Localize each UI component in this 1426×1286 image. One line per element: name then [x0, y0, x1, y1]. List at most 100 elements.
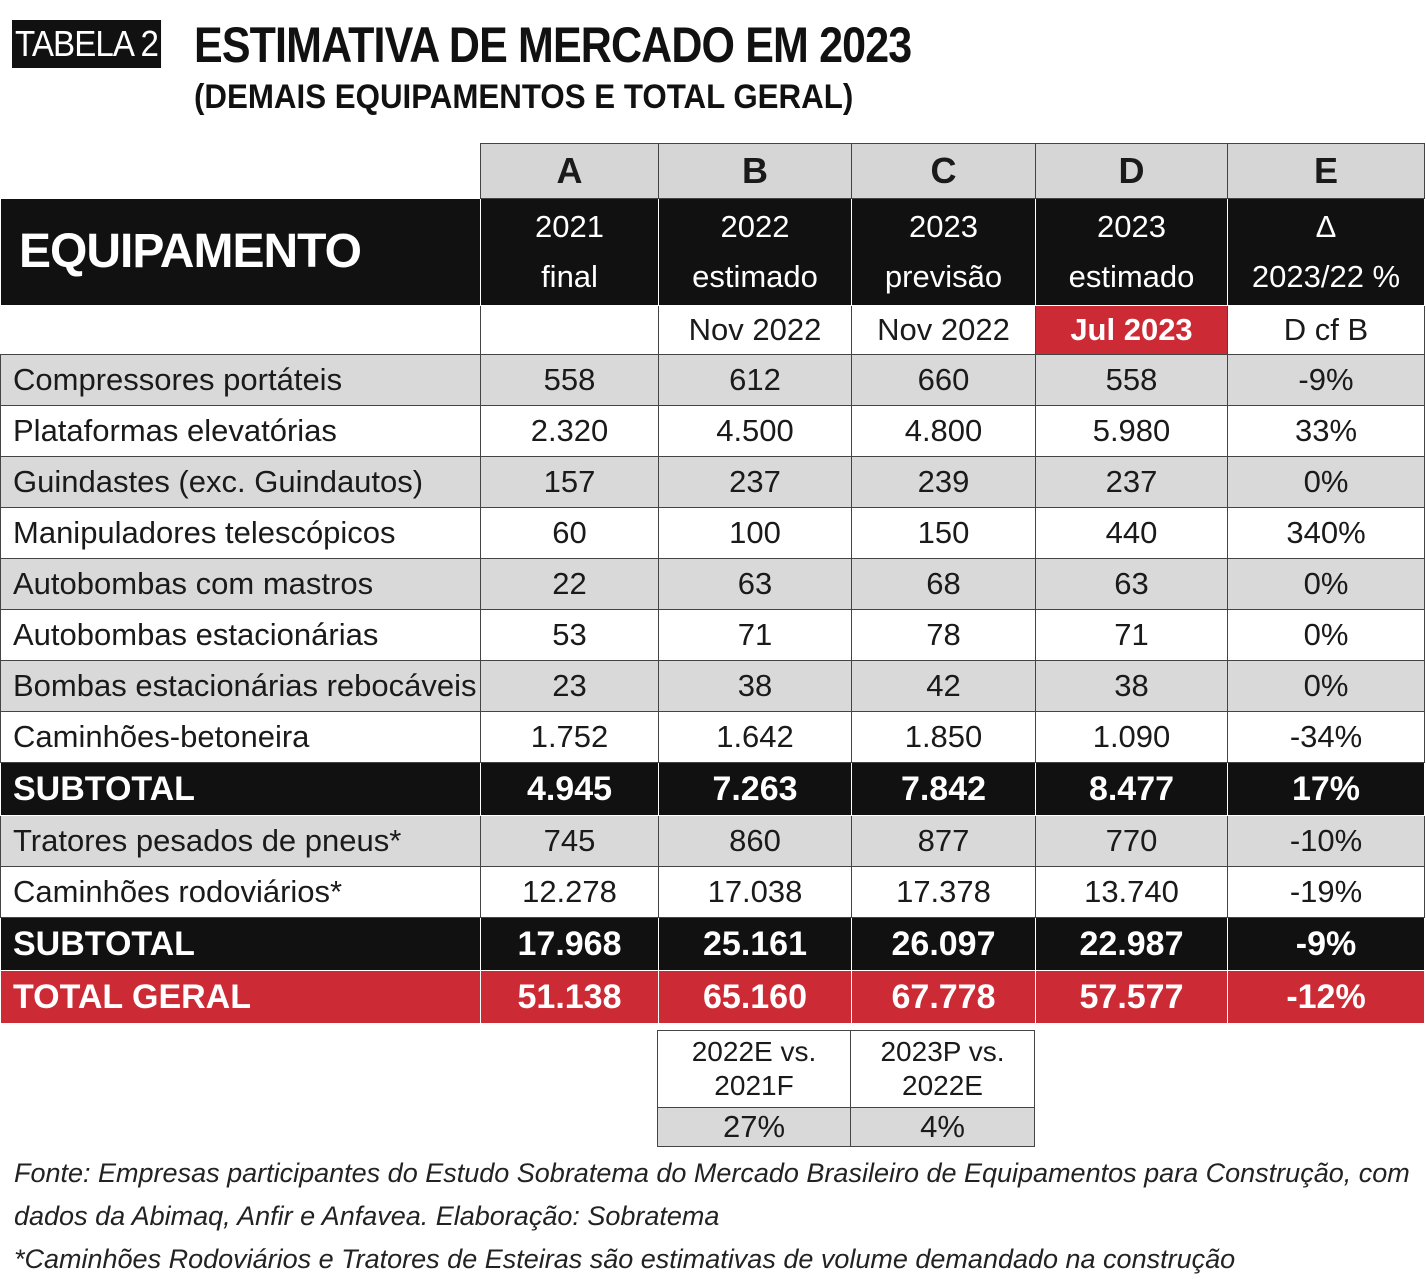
cell: 60	[480, 507, 659, 559]
header-year: Δ	[1315, 209, 1337, 244]
cell: 17.038	[658, 866, 852, 918]
cell: 877	[851, 815, 1036, 867]
comparison-label-line: 2022E vs.	[691, 1036, 817, 1067]
cell: 23	[480, 660, 659, 712]
cell: 239	[851, 456, 1036, 508]
cell: 2.320	[480, 405, 659, 457]
cell: -9%	[1227, 354, 1425, 406]
blank-cell	[0, 143, 481, 199]
table-row: Manipuladores telescópicos 60 100 150 44…	[0, 507, 1425, 559]
cell: 63	[1035, 558, 1228, 610]
growth-comparison-table: 2022E vs. 2021F 2023P vs. 2022E 27% 4%	[657, 1030, 1035, 1147]
cell: -19%	[1227, 866, 1425, 918]
column-header: Δ 2023/22 %	[1227, 198, 1425, 306]
cell: 770	[1035, 815, 1228, 867]
cell: 1.850	[851, 711, 1036, 763]
cell: 53	[480, 609, 659, 661]
cell: 1.090	[1035, 711, 1228, 763]
total-row: TOTAL GERAL 51.138 65.160 67.778 57.577 …	[0, 970, 1425, 1024]
cell: 745	[480, 815, 659, 867]
comparison-value: 4%	[850, 1107, 1035, 1147]
cell: -12%	[1227, 970, 1425, 1024]
cell: 65.160	[658, 970, 852, 1024]
reference-cell: D cf B	[1227, 305, 1425, 355]
row-label: Caminhões rodoviários*	[0, 866, 481, 918]
cell: 67.778	[851, 970, 1036, 1024]
row-label: Caminhões-betoneira	[0, 711, 481, 763]
cell: 7.263	[658, 762, 852, 816]
cell: -10%	[1227, 815, 1425, 867]
comparison-value: 27%	[657, 1107, 851, 1147]
comparison-label-line: 2022E	[902, 1070, 983, 1101]
cell: 0%	[1227, 660, 1425, 712]
header-kind: estimado	[692, 259, 818, 294]
cell: 38	[1035, 660, 1228, 712]
cell: 12.278	[480, 866, 659, 918]
table-title: ESTIMATIVA DE MERCADO EM 2023	[194, 17, 912, 73]
row-label: Autobombas com mastros	[0, 558, 481, 610]
cell: 22.987	[1035, 917, 1228, 971]
cell: 38	[658, 660, 852, 712]
column-header: 2021 final	[480, 198, 659, 306]
cell: 51.138	[480, 970, 659, 1024]
cell: 71	[658, 609, 852, 661]
row-label: Manipuladores telescópicos	[0, 507, 481, 559]
header-year: 2022	[720, 209, 790, 244]
reference-row: Nov 2022 Nov 2022 Jul 2023 D cf B	[0, 305, 1425, 355]
equipment-header: EQUIPAMENTO	[0, 198, 481, 306]
cell: 0%	[1227, 609, 1425, 661]
cell: 150	[851, 507, 1036, 559]
blank-cell	[0, 305, 481, 355]
header-kind: previsão	[884, 259, 1003, 294]
row-label: Guindastes (exc. Guindautos)	[0, 456, 481, 508]
cell: 17.378	[851, 866, 1036, 918]
cell: 558	[480, 354, 659, 406]
cell: 7.842	[851, 762, 1036, 816]
cell: 25.161	[658, 917, 852, 971]
cell: 78	[851, 609, 1036, 661]
cell: 22	[480, 558, 659, 610]
cell: 13.740	[1035, 866, 1228, 918]
cell: 237	[658, 456, 852, 508]
table-row: Compressores portáteis 558 612 660 558 -…	[0, 354, 1425, 406]
cell: 0%	[1227, 558, 1425, 610]
table-row: Tratores pesados de pneus* 745 860 877 7…	[0, 815, 1425, 867]
cell: 8.477	[1035, 762, 1228, 816]
row-label: Autobombas estacionárias	[0, 609, 481, 661]
table-row: Caminhões rodoviários* 12.278 17.038 17.…	[0, 866, 1425, 918]
reference-cell-highlight: Jul 2023	[1035, 305, 1228, 355]
cell: -9%	[1227, 917, 1425, 971]
cell: 1.642	[658, 711, 852, 763]
header-year: 2023	[1097, 209, 1166, 244]
header-year: 2023	[909, 209, 978, 244]
header-kind: final	[541, 259, 598, 294]
cell: 57.577	[1035, 970, 1228, 1024]
reference-cell: Nov 2022	[658, 305, 852, 355]
cell: 660	[851, 354, 1036, 406]
comparison-label: 2022E vs. 2021F	[657, 1030, 851, 1108]
row-label: SUBTOTAL	[0, 762, 481, 816]
cell: 0%	[1227, 456, 1425, 508]
row-label: TOTAL GERAL	[0, 970, 481, 1024]
subtotal-row: SUBTOTAL 4.945 7.263 7.842 8.477 17%	[0, 762, 1425, 816]
cell: 26.097	[851, 917, 1036, 971]
table-tag: TABELA 2	[12, 20, 162, 68]
table-row: Caminhões-betoneira 1.752 1.642 1.850 1.…	[0, 711, 1425, 763]
table-row: Bombas estacionárias rebocáveis 23 38 42…	[0, 660, 1425, 712]
cell: 237	[1035, 456, 1228, 508]
cell: 4.945	[480, 762, 659, 816]
comparison-label-line: 2023P vs.	[880, 1036, 1005, 1067]
row-label: Tratores pesados de pneus*	[0, 815, 481, 867]
cell: 71	[1035, 609, 1228, 661]
column-header-row: EQUIPAMENTO 2021 final 2022 estimado 2023 p…	[0, 198, 1425, 306]
subtotal-row: SUBTOTAL 17.968 25.161 26.097 22.987 -9%	[0, 917, 1425, 971]
header-kind: estimado	[1068, 259, 1195, 294]
column-letter: D	[1035, 143, 1228, 199]
reference-cell	[480, 305, 659, 355]
table-row: Autobombas estacionárias 53 71 78 71 0%	[0, 609, 1425, 661]
comparison-label: 2023P vs. 2022E	[850, 1030, 1035, 1108]
row-label: Bombas estacionárias rebocáveis	[0, 660, 481, 712]
table-notes: Fonte: Empresas participantes do Estudo …	[14, 1152, 1414, 1281]
column-letter: C	[851, 143, 1036, 199]
header-year: 2021	[535, 209, 604, 244]
